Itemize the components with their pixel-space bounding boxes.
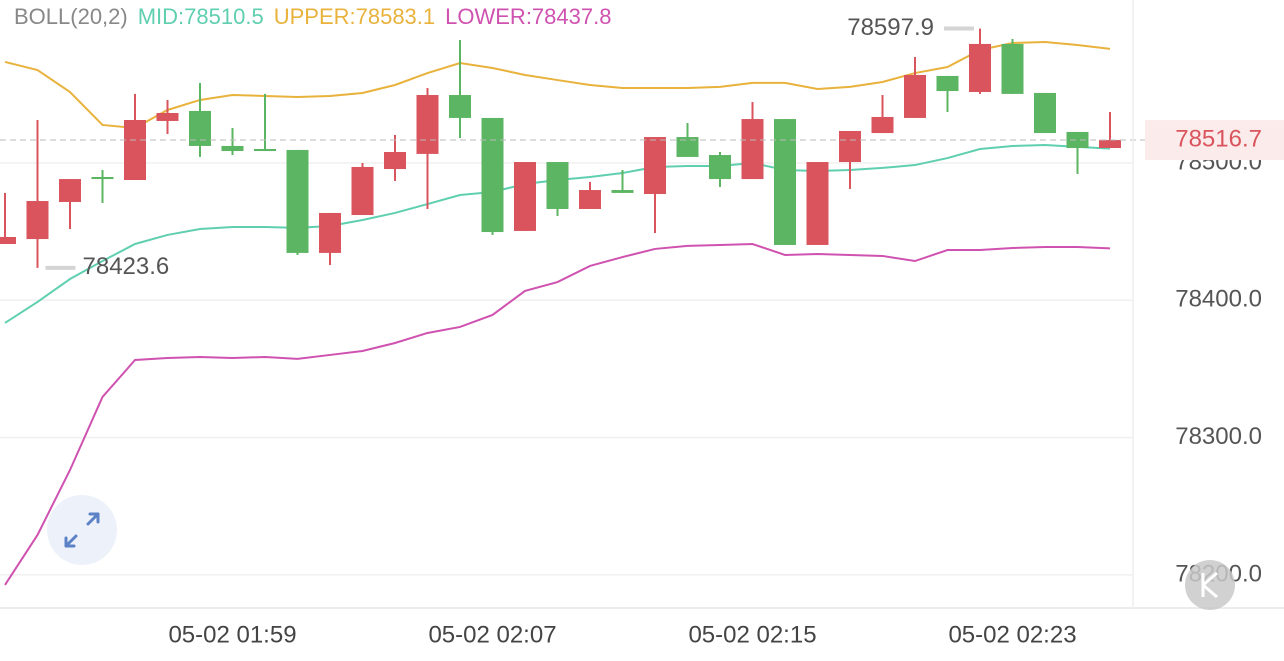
x-tick-label: 05-02 01:59 [168,621,296,648]
annotations: 78597.9 78423.6 78516.7 [0,14,1284,280]
candle-body [839,130,861,163]
grid [0,162,1133,576]
legend-entry: UPPER:78583.1 [274,4,435,29]
band-line [4,242,1111,586]
candle-body [871,116,894,134]
candle-body [384,152,406,170]
y-tick-label: 78400.0 [1175,286,1262,313]
x-tick-label: 05-02 02:07 [428,621,556,648]
last-price-label: 78516.7 [1175,125,1262,152]
candle-body [481,117,504,233]
candle-body [59,179,81,202]
legend-entry: MID:78510.5 [138,4,264,29]
max-label: 78597.9 [847,14,934,41]
candle-body [124,120,146,181]
x-tick-label: 05-02 02:23 [948,621,1076,648]
candle-body [806,162,829,245]
expand-button[interactable] [47,495,117,565]
candle-body [514,162,536,231]
candle-body [644,137,666,195]
candle-body [189,110,211,146]
expand-button-bg [47,495,117,565]
chart-type-button-bg [1185,560,1235,610]
candle-body [351,166,374,216]
candle-body [319,212,341,253]
candle-body [936,75,959,92]
bands [4,41,1111,586]
band-line [4,41,1111,129]
candle-body [1099,140,1121,149]
candle-body [286,149,309,253]
candle-body [0,236,16,244]
legend-indicator: BOLL(20,2) [14,4,128,29]
candle-body [26,201,49,240]
y-tick-label: 78300.0 [1175,423,1262,450]
candle-body [156,113,179,121]
candles [0,28,1121,268]
legend: BOLL(20,2) MID:78510.5 UPPER:78583.1 LOWER:… [14,4,611,29]
candle-body [904,74,926,118]
legend-entry: LOWER:78437.8 [445,4,611,29]
candle-body [416,95,439,154]
candle-body [676,137,699,157]
last-price-box [1145,120,1284,161]
candle-body [254,148,276,152]
candle-body [774,119,796,245]
candle-body [1066,131,1089,149]
candle-body [1001,43,1024,94]
candle-body [449,95,471,118]
candle-body [221,145,244,152]
candle-body [91,176,114,180]
x-tick-label: 05-02 02:15 [688,621,816,648]
candle-body [579,190,601,209]
candle-body [1034,92,1056,134]
chart-type-button[interactable] [1185,560,1235,610]
min-label: 78423.6 [83,253,170,280]
chart-type-icon [1201,571,1218,599]
candle-body [611,190,634,193]
expand-icon [64,512,100,548]
candle-body [546,162,569,209]
candle-body [741,119,764,180]
candle-body [969,43,991,92]
candle-body [709,155,731,180]
